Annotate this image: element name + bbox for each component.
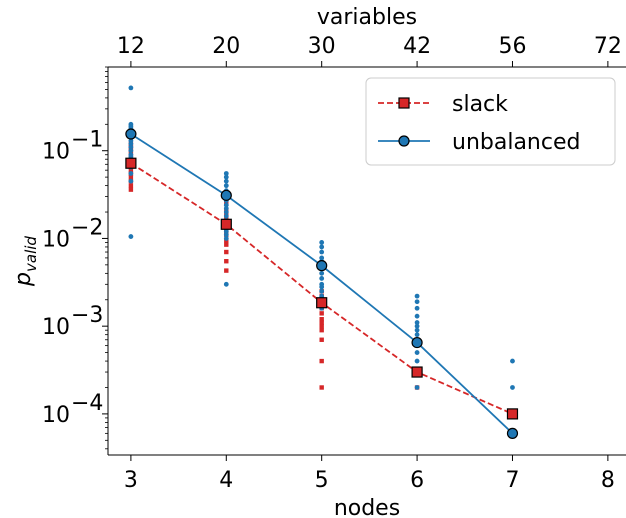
unbalanced-marker: [506, 427, 519, 439]
unbalanced-sample-point: [319, 244, 325, 250]
slack-marker: [506, 408, 519, 420]
top-tick-label: 56: [498, 34, 526, 59]
y-tick-label: 10: [42, 227, 70, 252]
unbalanced-sample-point: [414, 293, 420, 299]
slack-sample-point: [319, 358, 324, 364]
unbalanced-sample-point: [128, 234, 134, 239]
y-tick-label: 10: [42, 315, 70, 340]
unbalanced-sample-point: [223, 178, 229, 184]
unbalanced-sample-point: [319, 288, 325, 294]
slack-marker: [220, 218, 232, 230]
y-tick-label: 10: [42, 403, 70, 428]
legend-unbalanced-label: unbalanced: [452, 130, 580, 155]
x-tick-label: 8: [601, 468, 615, 493]
unbalanced-sample-point: [128, 141, 134, 147]
top-tick-label: 42: [403, 34, 431, 59]
unbalanced-sample-point: [414, 385, 420, 390]
unbalanced-sample-point: [414, 305, 420, 311]
unbalanced-sample-point: [414, 299, 420, 305]
y-tick-exponent: −2: [71, 215, 103, 240]
unbalanced-sample-point: [319, 240, 325, 245]
unbalanced-sample-point: [128, 171, 134, 176]
slack-sample-point: [128, 187, 134, 192]
unbalanced-sample-point: [414, 327, 420, 333]
y-axis-title: pvalid: [11, 236, 40, 287]
slack-sample-point: [224, 259, 229, 264]
top-tick-label: 12: [117, 34, 145, 59]
slack-sample-point: [319, 337, 324, 342]
unbalanced-sample-point: [128, 178, 134, 184]
unbalanced-marker: [125, 128, 137, 140]
unbalanced-sample-point: [319, 249, 325, 255]
slack-sample-point: [224, 268, 229, 273]
unbalanced-sample-point: [128, 85, 134, 91]
unbalanced-sample-point: [223, 206, 229, 211]
slack-sample-point: [128, 174, 134, 180]
x-tick-label: 3: [124, 468, 138, 493]
slack-sample-point: [128, 167, 134, 173]
unbalanced-sample-point: [223, 213, 229, 219]
unbalanced-sample-point: [223, 229, 229, 234]
legend-slack-marker: [398, 97, 410, 109]
unbalanced-sample-point: [319, 255, 325, 261]
slack-sample-point: [319, 327, 324, 333]
unbalanced-sample-point: [510, 385, 515, 390]
y-tick-exponent: −1: [71, 128, 103, 153]
unbalanced-sample-point: [223, 281, 229, 287]
unbalanced-sample-point: [223, 174, 229, 180]
y-tick-exponent: −4: [71, 391, 103, 416]
slack-sample-point: [224, 249, 229, 255]
unbalanced-marker: [411, 336, 423, 349]
slack-marker: [411, 366, 423, 378]
unbalanced-sample-point: [414, 320, 420, 325]
unbalanced-sample-point: [319, 276, 325, 281]
slack-sample-point: [319, 385, 324, 390]
slack-marker: [125, 157, 137, 169]
slack-sample-point: [319, 320, 324, 325]
unbalanced-sample-point: [414, 350, 420, 355]
y-tick-exponent: −3: [71, 303, 103, 328]
x-tick-label: 5: [315, 468, 329, 493]
top-tick-label: 30: [308, 34, 336, 59]
unbalanced-sample-point: [414, 323, 420, 329]
y-tick-label: 10: [42, 140, 70, 165]
x-tick-label: 4: [219, 468, 233, 493]
unbalanced-sample-point: [223, 236, 229, 241]
unbalanced-sample-point: [223, 209, 229, 215]
unbalanced-sample-point: [510, 358, 515, 364]
unbalanced-sample-point: [223, 232, 229, 238]
unbalanced-sample-point: [223, 202, 229, 208]
slack-sample-point: [128, 183, 134, 188]
top-axis-title: variables: [317, 5, 417, 30]
unbalanced-sample-point: [223, 171, 229, 176]
x-axis-title: nodes: [334, 496, 400, 518]
unbalanced-sample-point: [414, 358, 420, 364]
x-tick-label: 6: [410, 468, 424, 493]
slack-marker: [316, 297, 328, 309]
unbalanced-sample-point: [414, 313, 420, 319]
legend-slack-label: slack: [452, 92, 508, 117]
unbalanced-sample-point: [128, 144, 134, 150]
unbalanced-sample-point: [223, 183, 229, 189]
top-tick-label: 72: [594, 34, 622, 59]
legend-unbalanced-marker: [398, 135, 410, 147]
unbalanced-sample-point: [319, 284, 325, 290]
legend-box: [365, 77, 616, 166]
top-tick-label: 20: [212, 34, 240, 59]
unbalanced-sample-point: [128, 148, 134, 154]
unbalanced-sample-point: [319, 270, 325, 276]
slack-sample-point: [319, 311, 324, 316]
unbalanced-marker: [220, 189, 232, 201]
slack-sample-point: [319, 317, 324, 322]
x-tick-label: 7: [505, 468, 519, 493]
slack-sample-point: [319, 323, 324, 329]
unbalanced-sample-point: [414, 332, 420, 338]
unbalanced-marker: [316, 260, 328, 272]
slack-sample-point: [224, 242, 229, 247]
